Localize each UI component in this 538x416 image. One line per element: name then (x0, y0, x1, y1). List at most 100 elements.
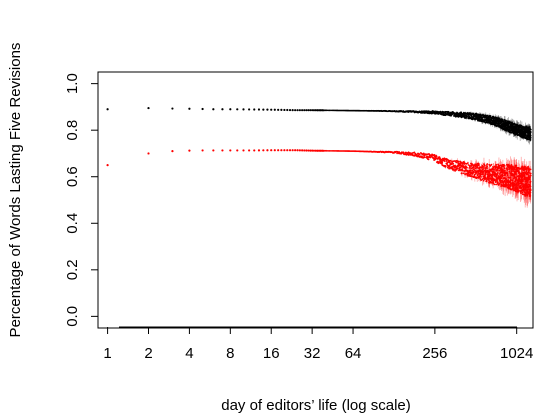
data-point (482, 167, 485, 170)
data-point (525, 134, 528, 137)
data-point (466, 115, 469, 118)
data-point (439, 157, 442, 160)
data-point (147, 152, 150, 155)
data-point (504, 174, 506, 177)
data-point (492, 168, 495, 171)
data-point (291, 109, 294, 112)
data-point (516, 187, 519, 189)
data-point (484, 173, 487, 176)
data-point (147, 106, 150, 110)
data-point (188, 149, 191, 152)
data-point (502, 169, 505, 171)
data-point (478, 164, 480, 166)
data-point (415, 153, 418, 156)
x-tick-label: 16 (263, 345, 280, 362)
data-point (500, 167, 503, 169)
data-point (294, 149, 297, 152)
data-point (512, 168, 515, 171)
data-point (509, 167, 512, 170)
data-point (298, 109, 301, 112)
data-point (454, 170, 457, 172)
data-point (321, 109, 324, 112)
data-point (499, 164, 502, 167)
data-point (466, 162, 469, 164)
data-point (514, 166, 517, 169)
data-point (253, 108, 256, 111)
data-point (303, 109, 306, 112)
data-point (468, 167, 471, 169)
data-point (441, 163, 443, 165)
data-point (496, 181, 499, 184)
data-point (330, 149, 332, 152)
data-point (171, 150, 174, 153)
data-point (524, 166, 527, 168)
data-point (221, 149, 224, 152)
data-point (498, 169, 501, 172)
data-point (286, 149, 289, 152)
data-point (321, 149, 324, 152)
data-point (449, 159, 452, 162)
data-point (201, 107, 204, 111)
data-point (248, 108, 251, 111)
data-point (509, 178, 512, 181)
data-point (506, 168, 509, 171)
data-point (296, 149, 299, 152)
data-point (429, 156, 432, 159)
data-point (525, 169, 528, 172)
data-point (330, 109, 332, 112)
data-point (523, 185, 526, 188)
data-point (514, 179, 517, 182)
data-point (466, 169, 469, 172)
data-point (503, 166, 506, 169)
data-point (521, 176, 524, 179)
data-point (461, 169, 464, 172)
data-point (517, 169, 520, 171)
data-point (171, 107, 174, 110)
data-point (262, 149, 265, 152)
data-point (529, 139, 532, 141)
data-point (471, 169, 474, 172)
data-point (422, 152, 425, 155)
data-point (460, 164, 463, 167)
data-point (515, 164, 518, 167)
x-tick-label: 1024 (500, 345, 533, 362)
data-point (433, 154, 436, 156)
data-point (529, 172, 532, 175)
data-point (309, 109, 312, 112)
data-point (455, 161, 458, 164)
data-point (501, 118, 504, 121)
data-point (477, 166, 479, 169)
data-point (316, 109, 319, 112)
data-point (307, 109, 310, 112)
data-point (467, 164, 470, 166)
data-point (242, 108, 245, 111)
data-point (435, 155, 438, 158)
data-point (427, 158, 430, 161)
data-point (317, 149, 321, 152)
data-point (529, 189, 532, 192)
data-point (473, 173, 476, 176)
data-point (486, 167, 488, 170)
data-point (492, 181, 495, 184)
data-point (496, 173, 499, 176)
x-tick-label: 2 (144, 345, 152, 362)
data-point (528, 171, 530, 173)
data-point (483, 164, 486, 167)
data-point (494, 181, 497, 184)
data-point (482, 179, 485, 182)
series-1 (106, 149, 532, 208)
data-point (229, 149, 232, 152)
y-tick-label: 0.4 (64, 213, 81, 234)
data-point (523, 190, 525, 193)
data-point (488, 179, 491, 181)
data-point (529, 180, 532, 183)
data-point (485, 180, 488, 183)
series-0 (106, 106, 532, 145)
data-point (510, 164, 513, 166)
data-point (277, 149, 280, 152)
data-point (505, 119, 507, 122)
data-point (529, 193, 531, 196)
data-point (283, 108, 286, 112)
y-tick-label: 0.6 (64, 166, 81, 187)
